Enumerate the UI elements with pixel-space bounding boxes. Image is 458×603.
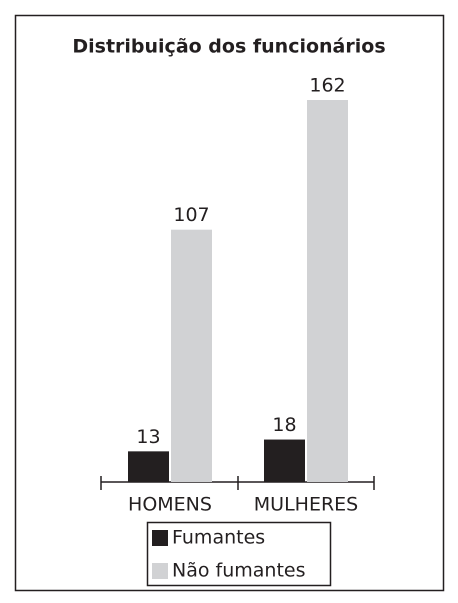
legend-label: Não fumantes <box>172 560 305 582</box>
bar <box>171 229 212 482</box>
value-label: 18 <box>272 414 296 436</box>
value-label: 107 <box>173 204 209 226</box>
value-label: 13 <box>136 426 160 448</box>
legend-label: Fumantes <box>172 527 265 549</box>
bar <box>264 439 305 482</box>
bar <box>128 451 169 482</box>
legend-swatch <box>152 563 168 579</box>
legend-swatch <box>152 530 168 546</box>
x-tick-label: MULHERES <box>254 494 358 516</box>
value-label: 162 <box>309 75 345 97</box>
frame <box>14 14 445 592</box>
bar <box>307 100 348 482</box>
chart-title: Distribuição dos funcionários <box>72 36 385 58</box>
x-tick-label: HOMENS <box>128 494 212 516</box>
legend-box <box>146 521 332 587</box>
